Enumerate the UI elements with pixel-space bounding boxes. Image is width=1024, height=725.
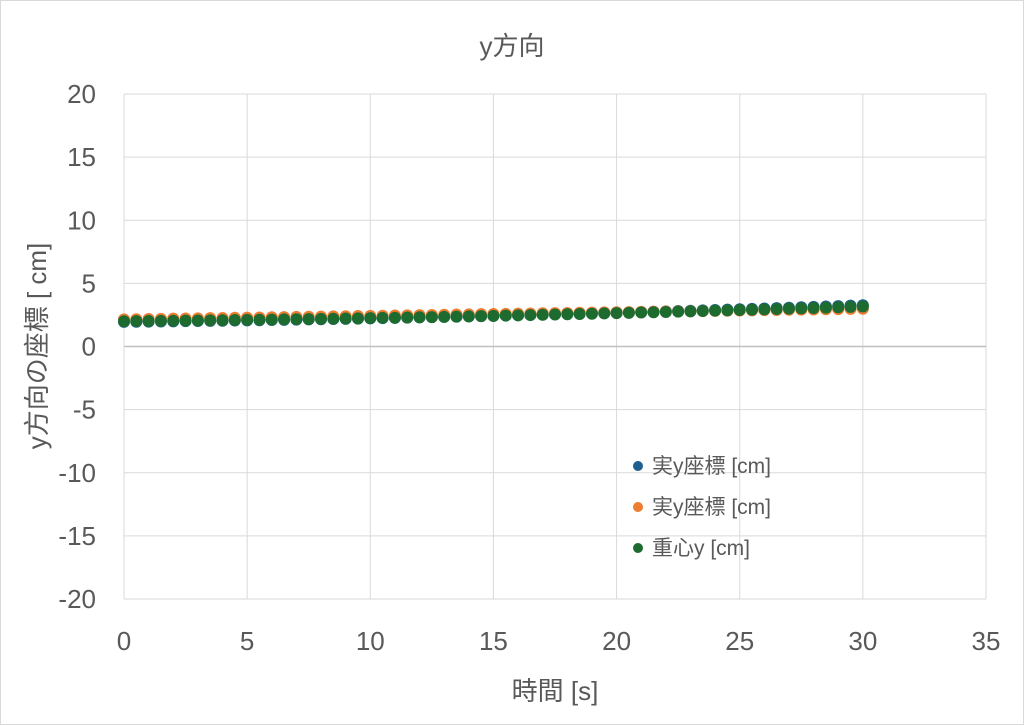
point-series-2	[487, 309, 500, 322]
data-points	[118, 299, 869, 328]
y-tick-labels: 20 15 10 5 0 -5 -10 -15 -20	[58, 79, 96, 614]
point-series-2	[327, 312, 340, 325]
point-series-2	[770, 303, 783, 316]
legend-item: 実y座標 [cm]	[633, 496, 771, 519]
point-series-2	[684, 305, 697, 318]
point-series-2	[388, 311, 401, 324]
point-series-2	[832, 301, 845, 314]
point-series-2	[351, 312, 364, 325]
point-series-2	[536, 308, 549, 321]
point-series-2	[585, 307, 598, 320]
y-tick-label: -10	[58, 458, 96, 488]
point-series-2	[265, 313, 278, 326]
point-series-2	[844, 300, 857, 313]
legend-marker	[633, 461, 643, 471]
point-series-2	[746, 303, 759, 316]
point-series-2	[635, 306, 648, 319]
point-series-2	[573, 308, 586, 321]
point-series-2	[376, 311, 389, 324]
point-series-2	[647, 306, 660, 319]
point-series-2	[856, 300, 869, 313]
point-series-2	[154, 314, 167, 327]
point-series-2	[598, 307, 611, 320]
point-series-2	[524, 309, 537, 322]
y-tick-label: -20	[58, 584, 96, 614]
chart-title: y方向	[479, 31, 544, 61]
point-series-2	[204, 314, 217, 327]
point-series-2	[315, 312, 328, 325]
x-tick-label: 35	[972, 626, 1001, 656]
point-series-2	[450, 310, 463, 323]
point-series-2	[512, 309, 525, 322]
legend: 実y座標 [cm] 実y座標 [cm] 重心y [cm]	[633, 455, 771, 560]
point-series-2	[795, 302, 808, 315]
point-series-2	[610, 307, 623, 320]
x-tick-label: 25	[725, 626, 754, 656]
x-tick-label: 0	[117, 626, 131, 656]
point-series-2	[733, 304, 746, 317]
point-series-2	[549, 308, 561, 321]
legend-item: 重心y [cm]	[633, 537, 750, 560]
point-series-2	[475, 310, 488, 323]
point-series-2	[130, 315, 143, 328]
x-tick-label: 5	[240, 626, 254, 656]
y-axis-label: y方向の座標 [ cm]	[22, 243, 52, 450]
point-series-2	[118, 315, 130, 328]
point-series-2	[302, 313, 315, 326]
legend-label: 重心y [cm]	[652, 537, 750, 560]
point-series-2	[659, 306, 672, 319]
point-series-2	[438, 310, 451, 323]
point-series-2	[782, 302, 795, 315]
x-axis-label: 時間 [s]	[512, 676, 599, 706]
point-series-2	[758, 303, 771, 316]
point-series-2	[364, 312, 377, 325]
y-tick-label: 20	[67, 79, 96, 109]
point-series-2	[216, 314, 229, 327]
x-tick-label: 20	[602, 626, 631, 656]
point-series-2	[672, 305, 685, 318]
point-series-2	[696, 305, 709, 318]
point-series-2	[290, 313, 303, 326]
y-tick-label: 10	[67, 205, 96, 235]
legend-item: 実y座標 [cm]	[633, 455, 771, 478]
point-series-2	[561, 308, 574, 321]
x-tick-label: 30	[848, 626, 877, 656]
point-series-2	[819, 301, 832, 314]
y-tick-label: 0	[82, 332, 96, 362]
x-tick-label: 10	[356, 626, 385, 656]
y-tick-label: -15	[58, 521, 96, 551]
point-series-2	[499, 309, 512, 322]
point-series-2	[241, 313, 254, 326]
point-series-2	[339, 312, 352, 325]
point-series-2	[807, 301, 820, 314]
point-series-2	[191, 314, 204, 327]
x-tick-labels: 0 5 10 15 20 25 30 35	[117, 626, 1001, 656]
point-series-2	[142, 314, 155, 327]
legend-label: 実y座標 [cm]	[652, 496, 771, 519]
point-series-2	[413, 311, 426, 324]
point-series-2	[401, 311, 414, 324]
point-series-2	[721, 304, 734, 317]
point-series-2	[179, 314, 192, 327]
point-series-2	[709, 304, 722, 317]
point-series-2	[253, 313, 266, 326]
point-series-2	[278, 313, 291, 326]
y-tick-label: 15	[67, 142, 96, 172]
legend-label: 実y座標 [cm]	[652, 455, 771, 478]
y-tick-label: -5	[73, 395, 96, 425]
legend-marker	[633, 502, 643, 512]
point-series-2	[622, 306, 635, 319]
y-tick-label: 5	[82, 268, 96, 298]
point-series-2	[228, 313, 241, 326]
legend-marker	[633, 543, 643, 553]
point-series-2	[425, 311, 438, 324]
point-series-2	[167, 314, 180, 327]
point-series-2	[462, 310, 475, 323]
axis-lines	[123, 94, 986, 599]
x-tick-label: 15	[479, 626, 508, 656]
